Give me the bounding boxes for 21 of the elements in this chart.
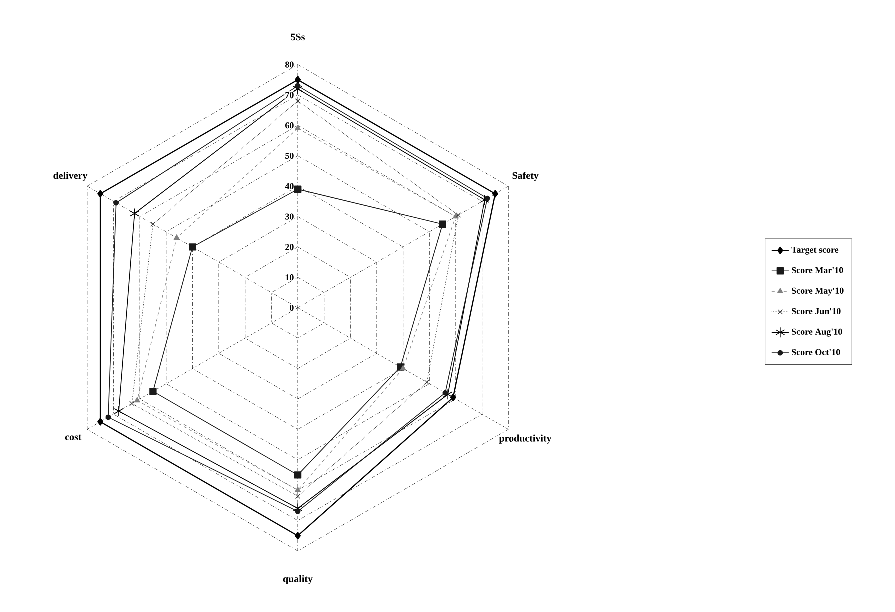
y-tick-label: 10 [286,274,294,281]
y-tick-label: 40 [285,183,294,190]
legend-label: Target score [792,246,839,255]
y-tick-label: 70 [286,92,294,98]
spoke-label: quality [283,575,313,584]
spoke-label: cost [65,434,82,441]
legend-label: Score Aug'10 [792,328,842,337]
y-tick-label: 50 [286,152,294,160]
spoke-label: Safety [512,172,539,182]
spoke-label: 5Ss [291,34,305,41]
legend-label: Score Oct'10 [792,349,840,356]
legend-label: Score Jun'10 [792,308,841,314]
spoke-label: delivery [54,172,88,182]
legend-label: Score Mar'10 [792,267,844,274]
y-tick-label: 0 [290,304,294,312]
y-tick-label: 30 [286,214,294,220]
y-tick-label: 80 [286,62,294,68]
legend-label: Score May'10 [792,288,844,296]
y-tick-label: 60 [286,122,294,129]
y-tick-label: 20 [286,244,294,250]
spoke-label: productivity [499,434,552,444]
